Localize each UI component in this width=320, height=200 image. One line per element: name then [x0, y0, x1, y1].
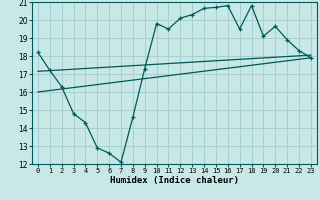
X-axis label: Humidex (Indice chaleur): Humidex (Indice chaleur)	[110, 176, 239, 185]
